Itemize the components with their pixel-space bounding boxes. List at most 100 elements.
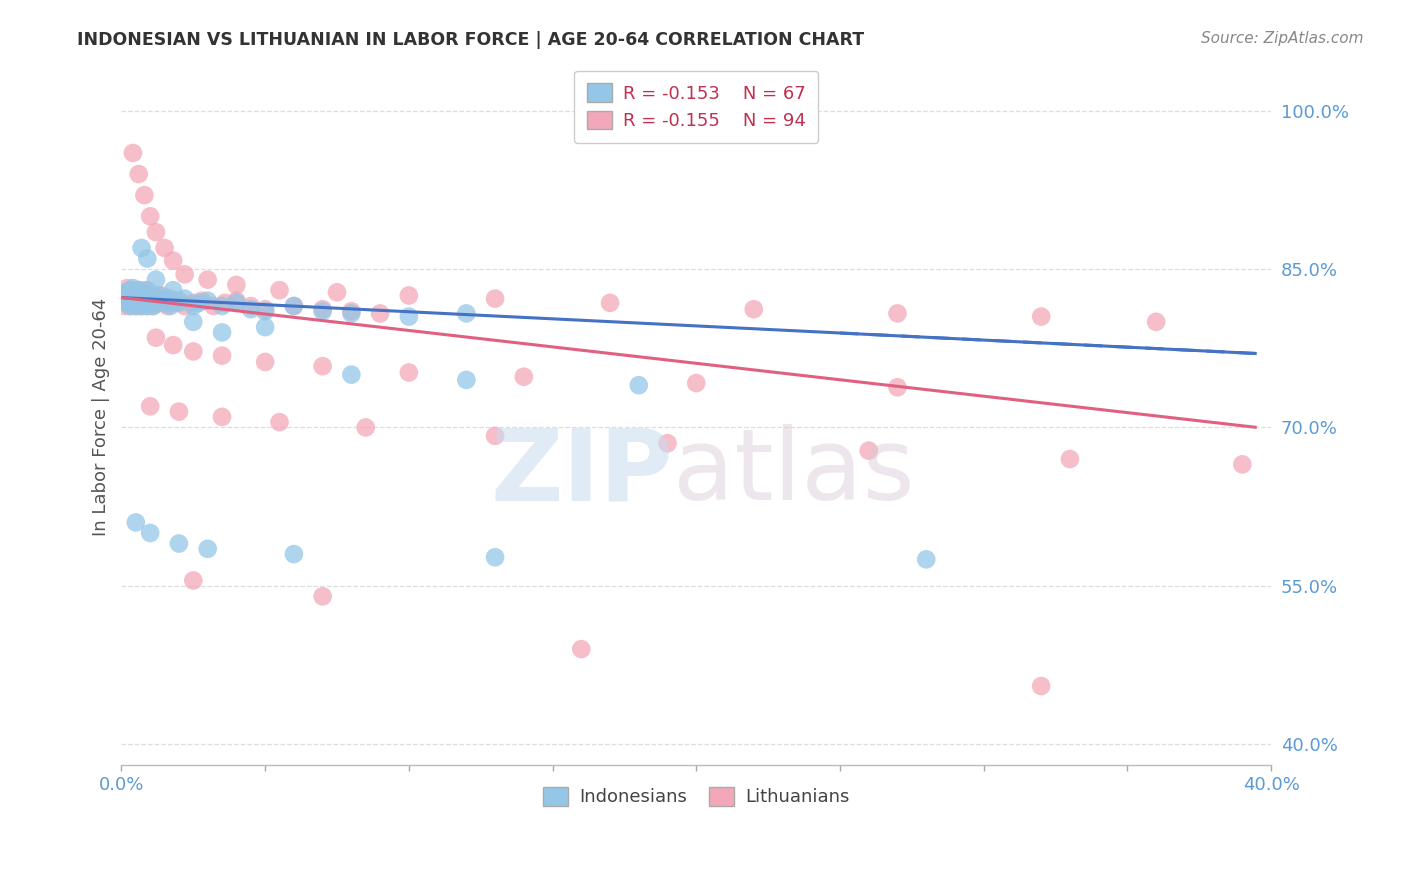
Point (139, 292, 162, 306)
Point (181, 574, 204, 588)
Point (225, 296, 247, 310)
Point (1059, 452, 1081, 467)
Point (254, 302, 277, 317)
Point (112, 288, 135, 302)
Text: Source: ZipAtlas.com: Source: ZipAtlas.com (1201, 31, 1364, 46)
Point (134, 296, 156, 310)
Point (142, 299, 165, 313)
Point (142, 288, 165, 302)
Point (131, 293, 153, 308)
Point (202, 299, 225, 313)
Point (122, 296, 145, 310)
Point (1031, 679, 1053, 693)
Point (139, 400, 162, 414)
Point (142, 299, 165, 313)
Point (162, 338, 184, 352)
Point (139, 288, 162, 302)
Point (150, 293, 173, 308)
Point (326, 285, 349, 300)
Point (181, 344, 204, 359)
Point (131, 299, 153, 313)
Point (115, 288, 138, 302)
Point (125, 285, 148, 300)
Point (159, 292, 181, 306)
Point (134, 288, 156, 302)
Point (125, 292, 148, 306)
Point (162, 293, 184, 308)
Point (120, 299, 142, 313)
Point (915, 552, 938, 566)
Point (162, 296, 184, 310)
Point (112, 293, 135, 308)
Point (311, 359, 333, 374)
Point (311, 302, 333, 317)
Point (269, 283, 291, 297)
Point (120, 285, 142, 300)
Point (120, 293, 142, 308)
Point (115, 296, 138, 310)
Point (456, 373, 478, 387)
Legend: Indonesians, Lithuanians: Indonesians, Lithuanians (534, 778, 859, 815)
Point (134, 293, 156, 308)
Point (283, 299, 305, 313)
Point (131, 293, 153, 308)
Point (239, 302, 262, 317)
Point (886, 380, 908, 394)
Point (125, 299, 148, 313)
Point (181, 315, 204, 329)
Point (131, 285, 153, 300)
Point (136, 299, 159, 313)
Point (122, 296, 145, 310)
Point (181, 296, 204, 310)
Point (139, 293, 162, 308)
Point (211, 349, 233, 363)
Point (131, 288, 153, 302)
Point (136, 299, 159, 313)
Point (197, 541, 219, 556)
Point (128, 288, 150, 302)
Point (162, 283, 184, 297)
Point (657, 436, 679, 450)
Point (225, 277, 247, 292)
Point (858, 443, 880, 458)
Point (145, 293, 167, 308)
Point (153, 241, 176, 255)
Point (150, 288, 173, 302)
Point (188, 296, 211, 310)
Point (156, 292, 179, 306)
Point (122, 288, 145, 302)
Point (112, 293, 135, 308)
Point (167, 536, 190, 550)
Point (484, 292, 506, 306)
Point (145, 296, 167, 310)
Point (354, 420, 377, 434)
Point (167, 296, 190, 310)
Point (311, 590, 333, 604)
Point (254, 304, 277, 318)
Point (197, 293, 219, 308)
Point (136, 283, 159, 297)
Point (599, 296, 621, 310)
Point (398, 366, 420, 380)
Point (128, 292, 150, 306)
Point (225, 293, 247, 308)
Point (134, 283, 156, 297)
Point (131, 285, 153, 300)
Point (148, 296, 170, 310)
Text: INDONESIAN VS LITHUANIAN IN LABOR FORCE | AGE 20-64 CORRELATION CHART: INDONESIAN VS LITHUANIAN IN LABOR FORCE … (77, 31, 865, 49)
Point (122, 288, 145, 302)
Point (368, 306, 391, 320)
Point (120, 283, 142, 297)
Point (484, 550, 506, 565)
Text: ZIP: ZIP (491, 424, 673, 521)
Point (142, 292, 165, 306)
Y-axis label: In Labor Force | Age 20-64: In Labor Force | Age 20-64 (93, 298, 110, 536)
Point (139, 526, 162, 541)
Point (115, 296, 138, 310)
Point (112, 299, 135, 313)
Point (125, 299, 148, 313)
Point (145, 225, 167, 239)
Point (569, 642, 592, 657)
Point (167, 293, 190, 308)
Point (145, 272, 167, 286)
